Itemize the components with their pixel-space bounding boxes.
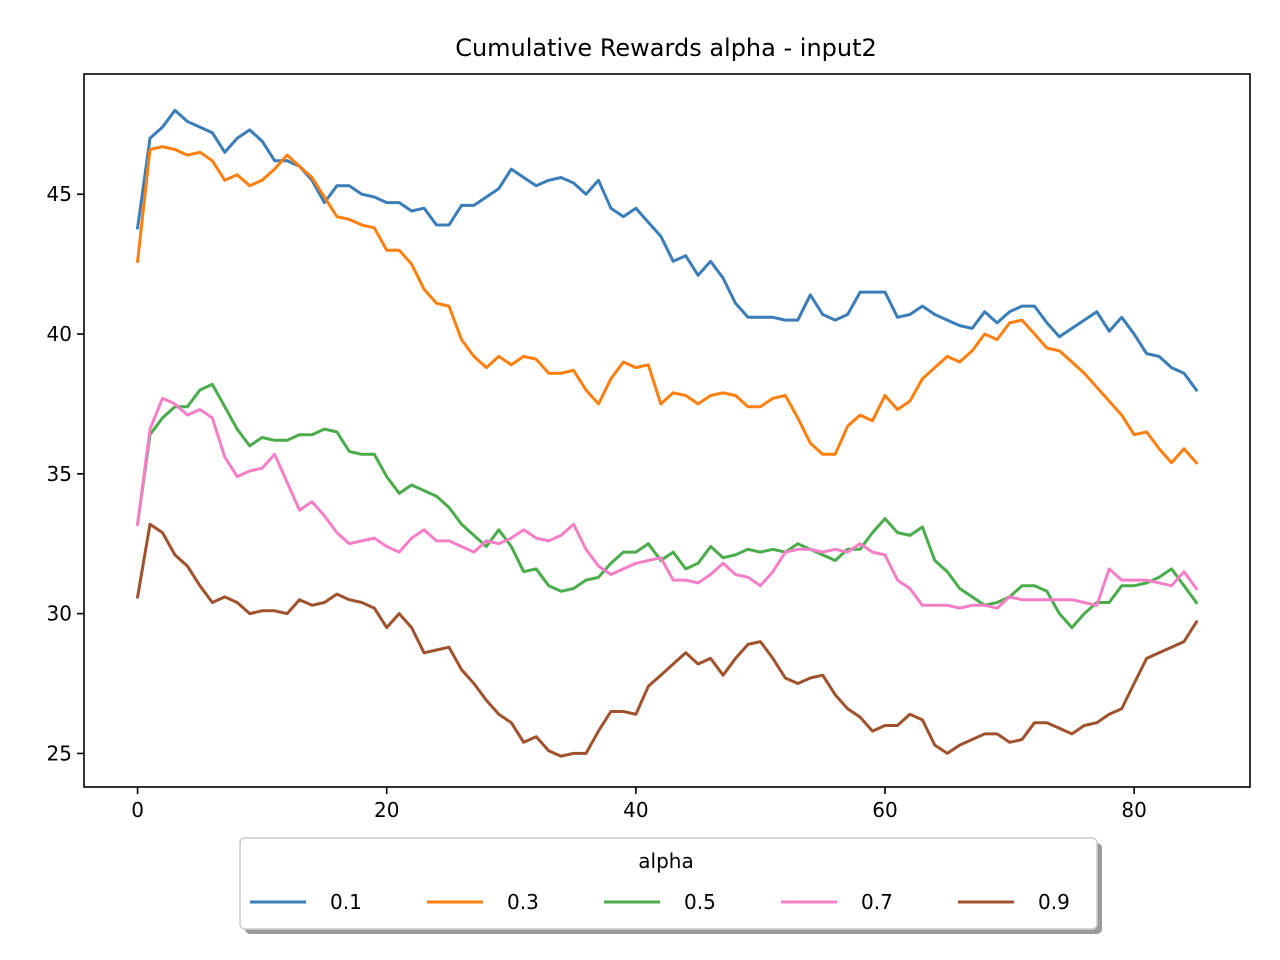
legend-label-4: 0.7 (861, 890, 893, 914)
x-tick-label-3: 60 (872, 798, 897, 822)
series-line-3 (135, 382, 1199, 630)
x-tick-label-1: 20 (374, 798, 399, 822)
y-tick-label-3: 40 (47, 322, 72, 346)
series-line-2 (135, 145, 1199, 465)
y-tick-label-2: 35 (47, 462, 72, 486)
legend-label-3: 0.5 (684, 890, 716, 914)
chart-title: Cumulative Rewards alpha - input2 (455, 34, 877, 62)
x-axis: 0 20 40 60 80 (131, 787, 1147, 822)
series-lines (135, 108, 1199, 758)
series-line-4 (135, 396, 1199, 610)
plot-area-frame (83, 73, 1251, 788)
y-tick-label-1: 30 (47, 602, 72, 626)
legend-entries: 0.1 0.3 0.5 0.7 0.9 (250, 890, 1070, 914)
x-tick-label-4: 80 (1121, 798, 1146, 822)
y-axis: 25 30 35 40 45 (47, 182, 84, 765)
legend-title: alpha (638, 849, 693, 873)
legend-label-1: 0.1 (330, 890, 362, 914)
x-tick-label-2: 40 (623, 798, 648, 822)
series-line-5 (135, 522, 1199, 758)
x-tick-label-0: 0 (131, 798, 144, 822)
legend-box (239, 837, 1098, 930)
legend: alpha 0.1 0.3 0.5 0.7 0.9 (239, 837, 1102, 934)
y-tick-label-4: 45 (47, 182, 72, 206)
y-tick-label-0: 25 (47, 741, 72, 765)
series-line-1 (135, 108, 1199, 393)
legend-label-2: 0.3 (507, 890, 539, 914)
legend-label-5: 0.9 (1038, 890, 1070, 914)
